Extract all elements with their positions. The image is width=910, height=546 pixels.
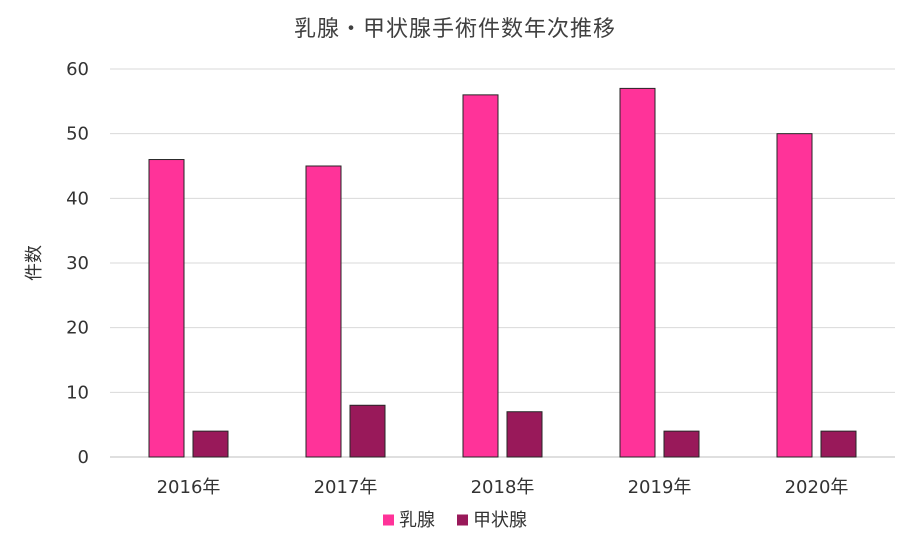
y-tick-label: 20 [66,318,89,339]
legend-label: 甲状腺 [473,510,527,531]
bar-乳腺-2017年 [305,165,342,458]
bar-甲状腺-2017年 [349,404,386,458]
x-tick-label: 2019年 [628,477,692,498]
x-tick-label: 2017年 [314,477,378,498]
bar-甲状腺-2019年 [663,430,700,458]
x-axis-labels: 2016年 2017年 2018年 2019年 2020年 [157,477,849,498]
gridlines [110,68,895,458]
bar-乳腺-2020年 [776,133,813,458]
y-axis-ticks: 0 10 20 30 40 50 60 [66,59,89,468]
bar-乳腺-2018年 [462,94,499,458]
legend: 乳腺 甲状腺 [383,510,527,531]
x-tick-label: 2020年 [785,477,849,498]
x-tick-label: 2018年 [471,477,535,498]
y-tick-label: 10 [66,382,89,403]
y-tick-label: 60 [66,59,89,80]
legend-swatch-甲状腺 [457,514,468,526]
y-tick-label: 0 [78,447,89,468]
chart-title: 乳腺・甲状腺手術件数年次推移 [294,17,616,42]
bar-乳腺-2016年 [148,159,185,458]
bar-甲状腺-2018年 [506,411,543,458]
x-tick-label: 2016年 [157,477,221,498]
bar-乳腺-2019年 [619,87,656,458]
bar-甲状腺-2020年 [820,430,857,458]
y-tick-label: 30 [66,253,89,274]
bars [148,87,857,458]
y-tick-label: 40 [66,188,89,209]
legend-swatch-乳腺 [383,514,394,526]
legend-label: 乳腺 [399,510,435,531]
bar-甲状腺-2016年 [192,430,229,458]
y-axis-title: 件数 [24,245,45,281]
y-tick-label: 50 [66,124,89,145]
